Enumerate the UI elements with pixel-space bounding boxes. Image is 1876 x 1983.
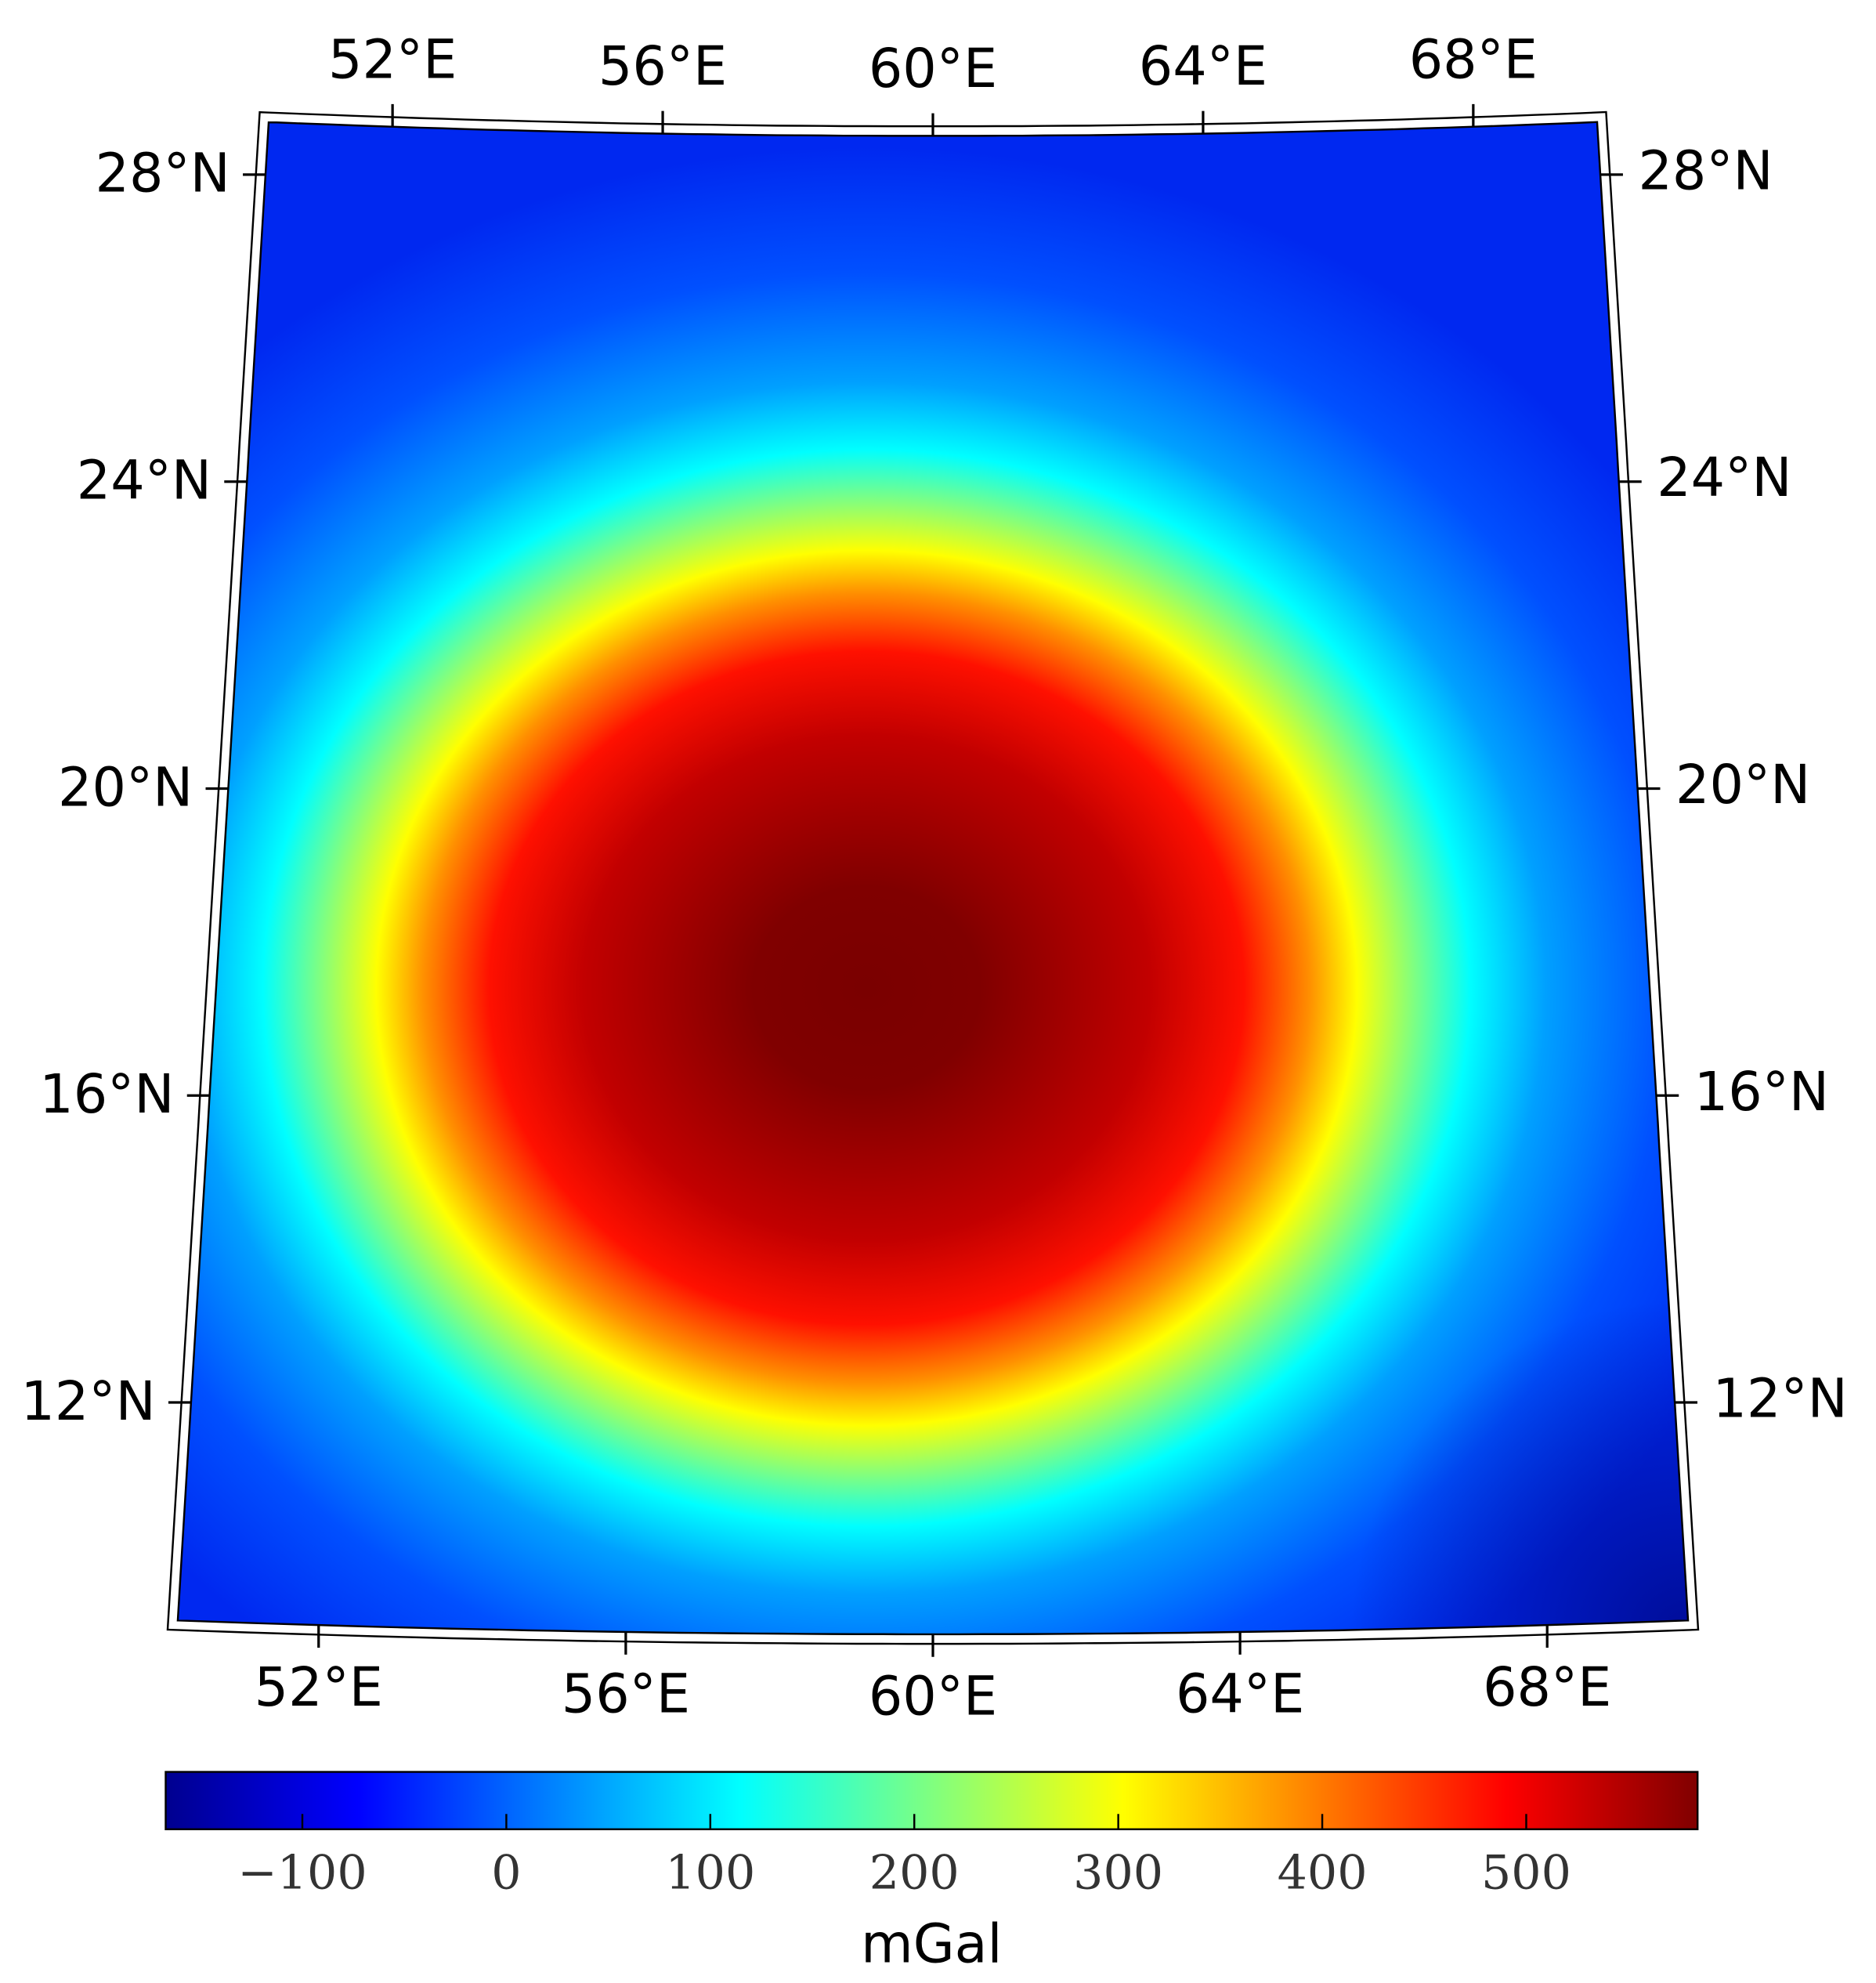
colorbar-tick-label: 0 xyxy=(491,1846,521,1901)
colorbar-tick-label: 500 xyxy=(1481,1846,1571,1901)
colorbar-tick-label: 300 xyxy=(1073,1846,1163,1901)
y-tick-label-right: 16°N xyxy=(1694,1062,1829,1124)
colorbar xyxy=(164,1771,1699,1831)
x-tick-label-top: 68°E xyxy=(1409,29,1538,91)
x-tick-label-bottom: 56°E xyxy=(562,1664,690,1726)
y-tick-label-right: 12°N xyxy=(1713,1369,1848,1431)
map-frame-inner xyxy=(168,113,1697,1643)
y-tick-label-left: 16°N xyxy=(39,1064,174,1126)
x-tick-label-top: 60°E xyxy=(869,38,997,100)
colorbar-tick-label: 400 xyxy=(1278,1846,1368,1901)
y-tick-label-left: 28°N xyxy=(96,143,230,205)
x-tick-label-top: 64°E xyxy=(1139,36,1267,98)
y-tick-label-left: 12°N xyxy=(20,1371,155,1433)
y-tick-label-right: 28°N xyxy=(1638,140,1773,202)
x-tick-label-bottom: 60°E xyxy=(869,1666,997,1728)
y-tick-label-left: 24°N xyxy=(77,450,211,512)
colorbar-tick-label: 200 xyxy=(869,1846,960,1901)
y-tick-label-right: 20°N xyxy=(1675,754,1810,816)
x-tick-label-bottom: 68°E xyxy=(1483,1657,1611,1719)
x-tick-label-top: 52°E xyxy=(328,29,457,91)
x-tick-label-bottom: 64°E xyxy=(1176,1664,1304,1726)
x-tick-label-top: 56°E xyxy=(598,36,727,98)
colorbar-tick-label: 100 xyxy=(665,1846,755,1901)
y-tick-label-left: 20°N xyxy=(58,757,193,819)
x-tick-label-bottom: 52°E xyxy=(255,1657,383,1719)
gravity-field xyxy=(172,117,1693,1640)
y-tick-label-right: 24°N xyxy=(1657,447,1791,509)
colorbar-label: mGal xyxy=(861,1914,1002,1976)
colorbar-tick-label: −100 xyxy=(237,1846,367,1901)
